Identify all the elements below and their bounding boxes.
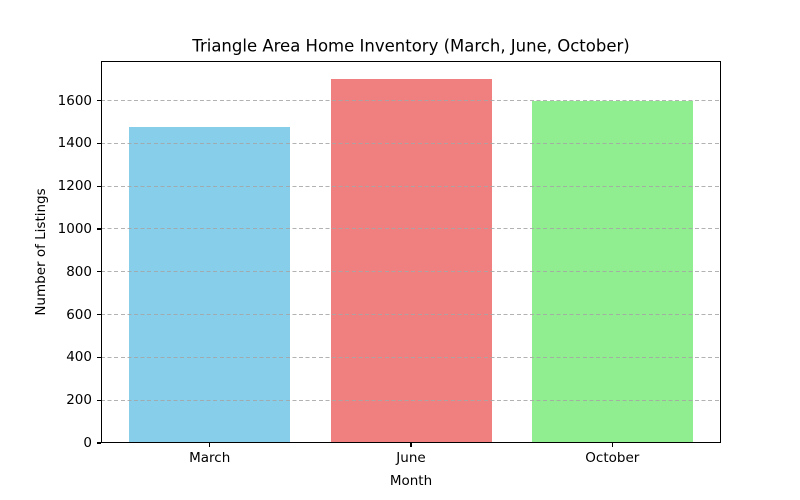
- y-gridline: [101, 356, 721, 358]
- x-axis-label: Month: [389, 473, 433, 489]
- x-tick: [611, 443, 613, 447]
- y-gridline: [101, 399, 721, 401]
- x-tick: [209, 443, 211, 447]
- y-gridline: [101, 142, 721, 144]
- y-tick-label: 400: [66, 349, 92, 366]
- y-tick: [97, 442, 101, 444]
- y-gridline: [101, 185, 721, 187]
- plot-area: March June October 0 200 400 600 800 1000 1200 140…: [58, 61, 721, 466]
- x-tick-label: October: [585, 450, 640, 466]
- y-tick-label: 800: [66, 263, 92, 280]
- chart-title: Triangle Area Home Inventory (March, Jun…: [192, 36, 630, 56]
- bar-march: [129, 127, 291, 443]
- y-tick-label: 200: [66, 392, 92, 409]
- y-tick: [97, 99, 101, 102]
- x-tick: [410, 443, 412, 447]
- y-tick-label: 1600: [57, 92, 92, 109]
- x-tick-label: March: [189, 450, 231, 466]
- y-tick: [97, 185, 101, 187]
- y-tick-label: 1200: [57, 178, 92, 195]
- y-gridline: [101, 314, 721, 316]
- y-gridline: [101, 100, 721, 102]
- y-tick: [97, 356, 101, 358]
- y-tick: [97, 142, 101, 144]
- bar-june: [330, 79, 492, 443]
- y-gridline: [101, 271, 721, 273]
- x-tick-label: June: [396, 450, 426, 466]
- y-tick-label: 0: [83, 435, 92, 451]
- y-tick-label: 600: [66, 306, 92, 323]
- y-tick-label: 1000: [57, 220, 92, 237]
- y-tick: [97, 271, 101, 273]
- y-axis-label: Number of Listings: [33, 188, 49, 316]
- y-tick: [97, 228, 101, 230]
- y-tick: [97, 399, 101, 401]
- y-gridline: [101, 228, 721, 230]
- y-tick: [97, 313, 101, 316]
- y-tick-label: 1400: [57, 135, 92, 152]
